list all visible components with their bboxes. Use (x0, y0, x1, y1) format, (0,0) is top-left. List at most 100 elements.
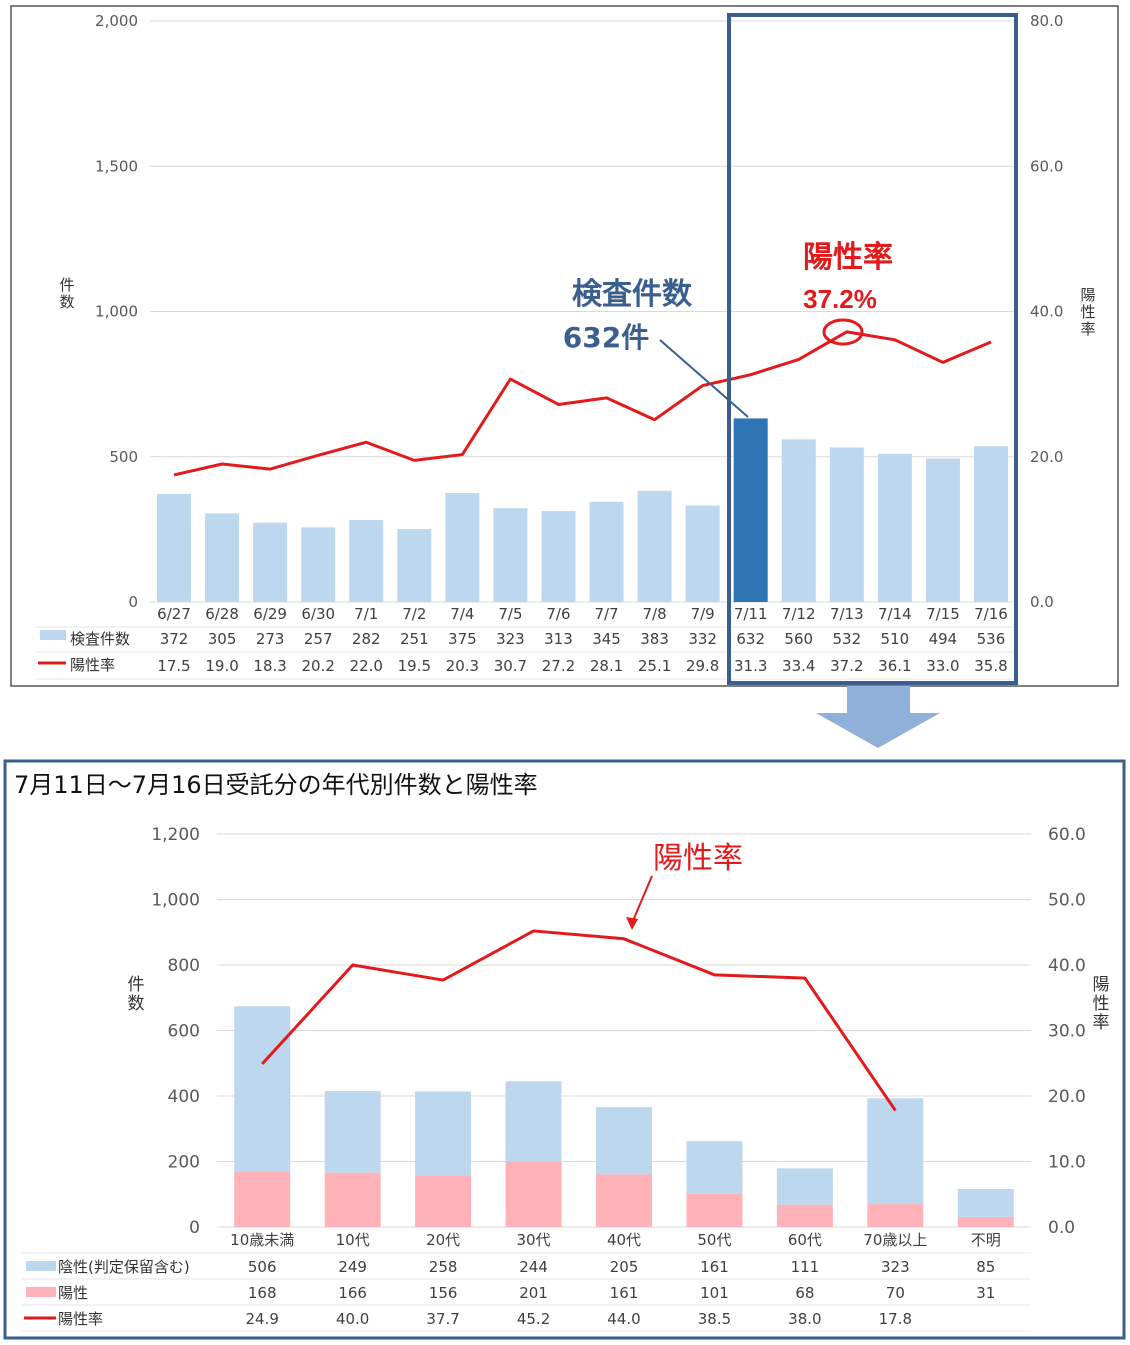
left-tick-label: 400 (168, 1087, 200, 1107)
table-tests-value: 536 (977, 630, 1006, 648)
bar-positive (324, 1172, 381, 1227)
callout-rate-title: 陽性率 (803, 240, 893, 275)
table-rate-value: 24.9 (246, 1310, 279, 1328)
table-rate-value: 17.8 (879, 1310, 912, 1328)
right-tick-label: 60.0 (1030, 157, 1063, 175)
bar-tests (589, 501, 624, 602)
table-negative-value: 85 (976, 1258, 995, 1276)
right-tick-label: 40.0 (1048, 956, 1086, 976)
table-rate-value: 27.2 (542, 657, 575, 675)
left-axis-label-char: 件 (128, 975, 145, 995)
category-label: 7/2 (402, 605, 426, 623)
table-rate-value: 25.1 (638, 657, 671, 675)
bar-negative (957, 1189, 1014, 1217)
bar-negative (867, 1098, 924, 1205)
table-rate-value: 37.2 (830, 657, 863, 675)
left-tick-label: 800 (168, 956, 200, 976)
table-positive-value: 68 (795, 1284, 814, 1302)
table-positive-value: 161 (610, 1284, 639, 1302)
table-rate-value: 19.0 (205, 657, 238, 675)
down-arrow-icon (816, 686, 940, 748)
table-tests-value: 332 (688, 630, 717, 648)
bar-positive (776, 1204, 833, 1227)
legend-key-positive (26, 1287, 56, 1297)
category-label: 7/14 (878, 605, 912, 623)
bar-negative (776, 1168, 833, 1205)
right-tick-label: 20.0 (1048, 1087, 1086, 1107)
category-label: 7/11 (734, 605, 768, 623)
table-positive-value: 201 (519, 1284, 548, 1302)
bar-negative (686, 1141, 743, 1194)
category-label: 6/30 (301, 605, 335, 623)
top-chart-axis-labels: 2,000 1,500 1,000 500 0 80.0 60.0 40.0 20.0 0.0 件数… (59, 12, 1095, 611)
category-label: 7/16 (974, 605, 1008, 623)
bar-tests (733, 418, 768, 602)
left-axis-label-char: 数 (128, 994, 145, 1014)
table-rate-value: 33.0 (926, 657, 959, 675)
category-label: 7/12 (782, 605, 816, 623)
bar-tests (397, 529, 432, 602)
left-tick-label: 1,200 (151, 825, 200, 845)
table-rate-value: 38.5 (698, 1310, 731, 1328)
right-tick-label: 80.0 (1030, 12, 1063, 30)
right-axis-label-char: 陽 (1080, 286, 1095, 304)
table-positive-value: 70 (886, 1284, 905, 1302)
bar-negative (234, 1006, 291, 1172)
category-label: 7/7 (594, 605, 618, 623)
table-positive-value: 166 (338, 1284, 367, 1302)
bar-positive (957, 1216, 1014, 1227)
bar-negative (324, 1091, 381, 1173)
bar-positive (867, 1204, 924, 1227)
category-label: 7/13 (830, 605, 864, 623)
callout-tests-value: 632件 (563, 321, 649, 354)
bottom-chart-title: 7月11日～7月16日受託分の年代別件数と陽性率 (14, 771, 538, 799)
table-tests-value: 257 (304, 630, 333, 648)
table-tests-value: 313 (544, 630, 573, 648)
callout-tests-pointer (659, 339, 749, 418)
bar-tests (301, 527, 336, 602)
table-rate-value: 45.2 (517, 1310, 550, 1328)
line-rate (261, 929, 897, 1112)
line-rate (173, 330, 992, 477)
bottom-callout-rate-title: 陽性率 (653, 841, 743, 876)
table-negative-value: 161 (700, 1258, 729, 1276)
left-tick-label: 1,000 (151, 891, 200, 911)
bottom-chart-data-table: 10歳未満 506 168 24.9 10代 249 166 40.0 20代 258 156 37.… (22, 1231, 1031, 1332)
bar-tests (445, 493, 480, 602)
table-tests-value: 632 (736, 630, 765, 648)
category-label: 10歳未満 (230, 1231, 294, 1249)
bottom-chart-axis-labels: 1,200 1,000 800 600 400 200 0 60.0 50.0 40.0 30.0 2… (128, 825, 1110, 1238)
right-tick-label: 20.0 (1030, 448, 1063, 466)
left-tick-label: 600 (168, 1022, 200, 1042)
table-tests-value: 510 (881, 630, 910, 648)
highlight-box (727, 13, 1018, 685)
category-label: 10代 (336, 1231, 370, 1249)
table-rate-value: 20.3 (446, 657, 479, 675)
table-rate-value: 40.0 (336, 1310, 369, 1328)
table-tests-value: 532 (832, 630, 861, 648)
category-label: 7/8 (643, 605, 667, 623)
legend-key-negative (26, 1261, 56, 1271)
callout-rate-value: 37.2% (803, 284, 877, 314)
table-negative-value: 111 (791, 1258, 820, 1276)
category-label: 50代 (697, 1231, 731, 1249)
bottom-callout-pointer (631, 875, 653, 924)
table-tests-value: 372 (160, 630, 189, 648)
table-rate-value: 44.0 (607, 1310, 640, 1328)
table-negative-value: 244 (519, 1258, 548, 1276)
callout-tests-title: 検査件数 (572, 277, 693, 312)
bottom-callout-arrowhead-icon (626, 917, 638, 930)
bar-positive (686, 1193, 743, 1227)
category-label: 7/15 (926, 605, 960, 623)
category-label: 60代 (788, 1231, 822, 1249)
bottom-chart-rate-line (261, 929, 897, 1112)
right-tick-label: 0.0 (1030, 593, 1054, 611)
right-tick-label: 10.0 (1048, 1153, 1086, 1173)
table-tests-value: 383 (640, 630, 669, 648)
table-tests-value: 494 (929, 630, 958, 648)
bar-tests (349, 520, 384, 602)
category-label: 70歳以上 (863, 1231, 927, 1249)
table-rate-value: 37.7 (426, 1310, 459, 1328)
right-axis-label-char: 性 (1093, 994, 1110, 1014)
category-label: 6/27 (157, 605, 191, 623)
